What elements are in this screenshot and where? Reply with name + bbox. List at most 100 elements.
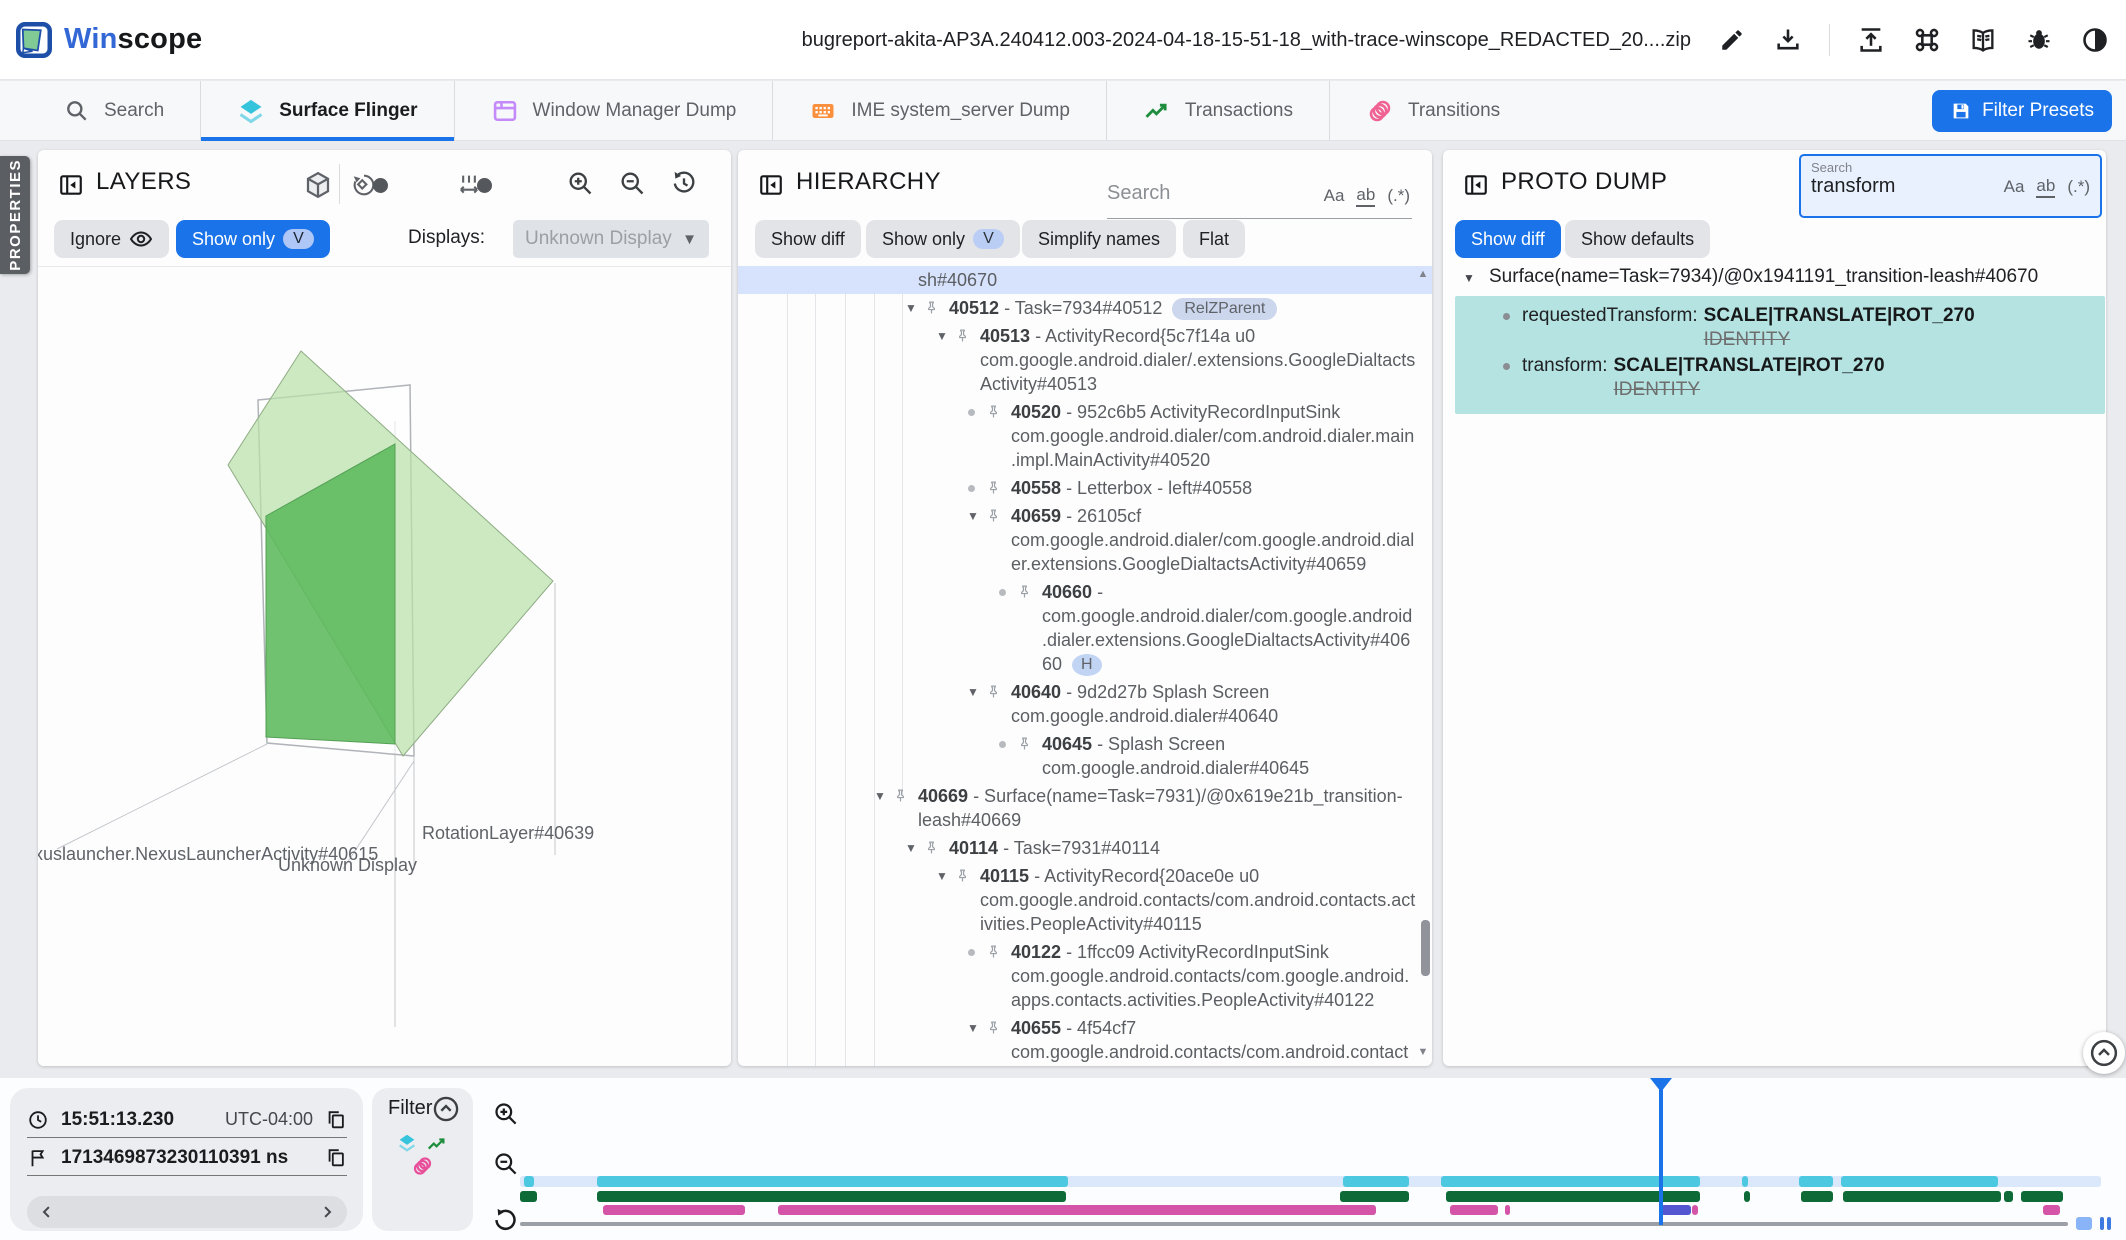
proto-search-value[interactable]: transform [1811,175,1896,197]
proto-show-diff-chip[interactable]: Show diff [1455,220,1561,258]
match-case-toggle[interactable]: Aa [1323,186,1345,205]
transactions-row-segment[interactable] [597,1191,1066,1202]
tab-window-manager-dump[interactable]: Window Manager Dump [453,81,773,140]
collapse-timeline-fab[interactable] [2083,1032,2125,1074]
current-time-value[interactable]: 15:51:13.230 [61,1108,175,1130]
collapse-filter-icon[interactable] [432,1095,460,1123]
collapse-layers-panel-icon[interactable] [58,172,84,198]
timeline-scrollbar-handle[interactable] [2076,1217,2092,1230]
pin-icon[interactable] [985,940,1011,962]
surface-flinger-row-segment[interactable] [597,1176,1068,1187]
reset-view-icon[interactable] [670,169,698,197]
timeline-tracks[interactable] [0,1078,2126,1240]
copy-ns-icon[interactable] [325,1147,347,1169]
tree-row-layer-40114[interactable]: ▼ 40114 - Task=7931#40114 [738,836,1432,860]
timeline-position-marker[interactable] [1659,1088,1663,1225]
pin-icon[interactable] [954,324,980,346]
proto-show-defaults-chip[interactable]: Show defaults [1565,220,1711,258]
match-word-toggle[interactable]: ab [1356,185,1376,207]
tree-row-layer-40645[interactable]: 40645 - Splash Screen com.google.android… [738,732,1432,780]
tree-scroll-down-icon[interactable]: ▼ [1417,1046,1429,1058]
collapse-arrow-icon[interactable]: ▼ [874,789,886,803]
pin-icon[interactable] [1016,580,1042,602]
transactions-row-segment[interactable] [1744,1191,1750,1202]
flat-chip[interactable]: Flat [1183,220,1246,258]
timeline-scrollbar-grip[interactable] [2100,1217,2104,1230]
timeline-position-marker-head[interactable] [1650,1078,1672,1092]
next-entry-arrow[interactable] [307,1196,347,1228]
proto-search-field[interactable]: Search transform Aa ab (.*) [1799,154,2102,218]
timeline-zoom-out-icon[interactable] [492,1150,519,1177]
tree-row-layer-40122[interactable]: 40122 - 1ffcc09 ActivityRecordInputSink … [738,940,1432,1012]
previous-entry-arrow[interactable] [27,1196,67,1228]
regex-toggle[interactable]: (.*) [2067,176,2090,196]
zoom-out-icon[interactable] [618,169,646,197]
collapse-arrow-icon[interactable]: ▼ [1463,271,1475,285]
timeline-scrollbar-track[interactable] [520,1222,2068,1226]
proto-property-requestedTransform[interactable]: requestedTransform: SCALE|TRANSLATE|ROT_2… [1455,304,2105,352]
collapse-arrow-icon[interactable]: ▼ [936,869,948,883]
tree-scrollbar-thumb[interactable] [1421,920,1430,976]
keyboard-shortcuts-icon[interactable] [1912,25,1942,55]
timeline-scrollbar-grip[interactable] [2107,1217,2111,1230]
regex-toggle[interactable]: (.*) [1387,186,1410,205]
collapse-arrow-icon[interactable]: ▼ [905,301,917,315]
pin-icon[interactable] [892,784,918,806]
timestamp-ns-value[interactable]: 1713469873230110391 ns [61,1146,289,1168]
tree-row-layer-40558[interactable]: 40558 - Letterbox - left#40558 [738,476,1432,500]
tree-row-layer-40115[interactable]: ▼ 40115 - ActivityRecord{20ace0e u0 com.g… [738,864,1432,936]
tree-row-layer-40660[interactable]: 40660 - com.google.android.dialer/com.go… [738,580,1432,676]
3d-view-cube-icon[interactable] [303,170,333,200]
surface-flinger-row-segment[interactable] [1841,1176,1998,1187]
filter-transactions-icon[interactable] [426,1133,448,1155]
surface-flinger-row-segment[interactable] [1343,1176,1409,1187]
tree-row-layer-40659[interactable]: ▼ 40659 - 26105cf com.google.android.dial… [738,504,1432,576]
pin-icon[interactable] [985,504,1011,526]
filter-transitions-icon[interactable] [410,1154,434,1178]
proto-root-node[interactable]: ▼ Surface(name=Task=7934)/@0x1941191_tra… [1457,266,2038,290]
zoom-in-icon[interactable] [566,169,594,197]
pin-icon[interactable] [985,476,1011,498]
transactions-row-segment[interactable] [2004,1191,2013,1202]
match-case-toggle[interactable]: Aa [2003,176,2025,196]
tree-row-layer-40640[interactable]: ▼ 40640 - 9d2d27b Splash Screen com.googl… [738,680,1432,728]
transactions-row-segment[interactable] [1446,1191,1700,1202]
spacing-slider-knob[interactable] [477,178,492,193]
pin-icon[interactable] [985,680,1011,702]
surface-flinger-row-segment[interactable] [1441,1176,1700,1187]
tree-row-layer-40520[interactable]: 40520 - 952c6b5 ActivityRecordInputSink … [738,400,1432,472]
tree-row-layer-40513[interactable]: ▼ 40513 - ActivityRecord{5c7f14a u0 com.g… [738,324,1432,396]
hierarchy-show-diff-chip[interactable]: Show diff [755,220,861,258]
hierarchy-show-only-visible-chip[interactable]: Show only V [866,220,1020,258]
upload-new-icon[interactable] [1856,25,1886,55]
transactions-row-segment[interactable] [1340,1191,1409,1202]
tab-search[interactable]: Search [28,81,200,140]
transactions-row-segment[interactable] [1801,1191,1833,1202]
tab-surface-flinger[interactable]: Surface Flinger [200,81,454,141]
proto-property-transform[interactable]: transform: SCALE|TRANSLATE|ROT_270 IDENTIT… [1455,354,2105,402]
tree-row-layer-40512[interactable]: ▼ 40512 - Task=7934#40512 RelZParent [738,296,1432,320]
edit-filename-icon[interactable] [1717,25,1747,55]
layers-show-only-visible-chip[interactable]: Show only V [176,220,330,258]
transactions-row-segment[interactable] [1843,1191,2001,1202]
displays-select[interactable]: Unknown Display ▼ [513,220,709,258]
surface-flinger-row-segment[interactable] [524,1176,534,1187]
surface-flinger-row-segment[interactable] [1742,1176,1748,1187]
transitions-row-selected-segment[interactable] [1661,1205,1691,1215]
layers-3d-viewport[interactable]: RotationLayer#40639 xuslauncher.NexusLau… [38,266,731,1066]
tree-row-layer-40655[interactable]: ▼ 40655 - 4f54cf7 com.google.android.cont… [738,1016,1432,1066]
pin-icon[interactable] [954,864,980,886]
report-bug-icon[interactable] [2024,25,2054,55]
pin-icon[interactable] [923,296,949,318]
timeline-reset-zoom-icon[interactable] [492,1206,519,1233]
ignore-rect-show-state-chip[interactable]: Ignore [54,220,170,258]
timeline-zoom-in-icon[interactable] [492,1100,519,1127]
collapse-hierarchy-panel-icon[interactable] [758,172,784,198]
pin-icon[interactable] [923,836,949,858]
transitions-row-segment[interactable] [1505,1205,1510,1215]
transitions-row-segment[interactable] [778,1205,1376,1215]
filter-surface-flinger-icon[interactable] [396,1132,418,1154]
surface-flinger-row-segment[interactable] [1799,1176,1833,1187]
simplify-names-chip[interactable]: Simplify names [1022,220,1177,258]
tree-row-selected-continuation[interactable]: sh#40670 [738,266,1432,294]
